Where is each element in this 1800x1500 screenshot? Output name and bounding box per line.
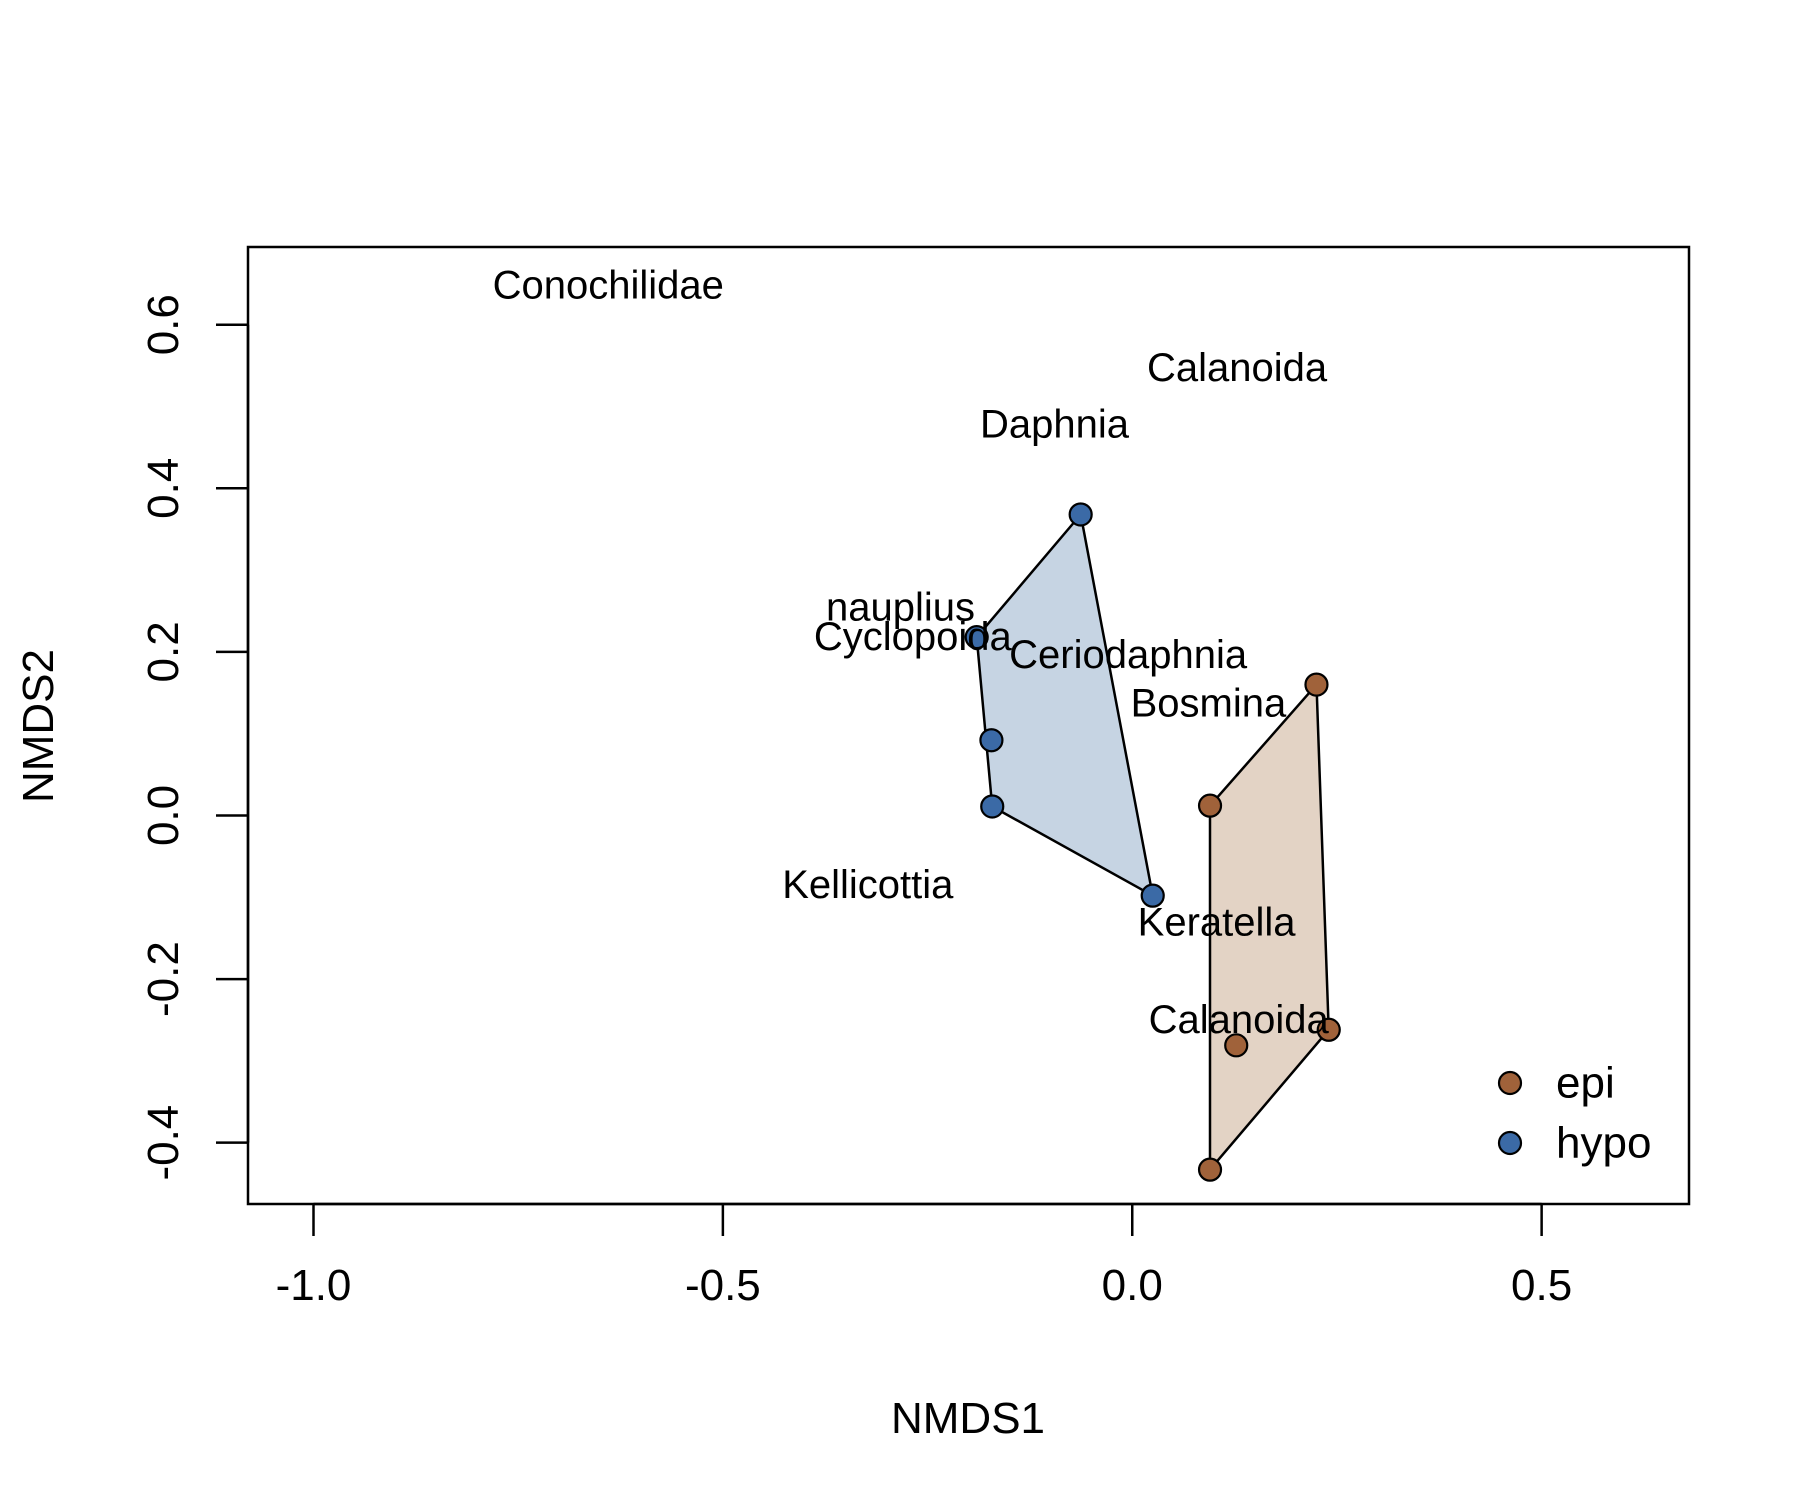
legend-marker-epi [1497,1070,1523,1096]
point-epi-0 [1304,672,1329,697]
x-tick-label: 0.0 [1102,1261,1163,1310]
x-axis-label: NMDS1 [891,1394,1045,1443]
species-label: Calanoida [1147,346,1328,390]
point-hypo-0 [1068,502,1093,527]
plot-frame [246,245,1691,1206]
x-tick-label: -1.0 [276,1261,352,1310]
species-label: Calanoida [1149,998,1330,1042]
species-label-layer: Conochilidae Calanoida Daphnia naupliusCycl… [493,263,1330,1042]
y-axis-label: NMDS2 [14,649,63,803]
x-tick-label: -0.5 [685,1261,761,1310]
species-label: Ceriodaphnia [1009,633,1248,677]
species-label: Cyclopoida [814,615,1013,659]
y-tick-label: 0.4 [139,458,188,519]
hull-hypo [975,513,1154,897]
point-hypo-4 [1140,883,1165,908]
point-layer [964,502,1341,1182]
legend-label: epi [1556,1059,1615,1108]
legend-label: hypo [1556,1119,1651,1168]
legend-marker-hypo [1497,1130,1523,1156]
point-epi-2 [1316,1017,1341,1042]
y-tick-label: -0.4 [139,1105,188,1181]
species-label: Daphnia [980,402,1130,446]
point-hypo-1 [964,625,989,650]
x-tick-label: 0.5 [1511,1261,1572,1310]
point-hypo-2 [979,728,1004,753]
point-epi-4 [1197,1157,1223,1182]
y-tick-label: 0.0 [139,785,188,846]
species-label: nauplius [826,586,975,630]
x-axis: -1.0 -0.5 0.0 0.5 [276,1202,1572,1310]
species-label: Bosmina [1131,681,1287,725]
species-label: Kellicottia [782,863,954,907]
y-axis: -0.4 -0.2 0.0 0.2 0.4 0.6 [139,294,250,1181]
species-label: Keratella [1138,901,1297,945]
point-epi-1 [1197,793,1223,818]
y-tick-label: 0.2 [139,621,188,682]
point-epi-3 [1224,1033,1249,1058]
y-tick-label: -0.2 [139,941,188,1017]
hull-layer [975,513,1330,1171]
species-label: Conochilidae [493,263,724,307]
y-tick-label: 0.6 [139,294,188,355]
point-hypo-3 [980,794,1005,819]
legend: epi hypo [1497,1059,1651,1168]
